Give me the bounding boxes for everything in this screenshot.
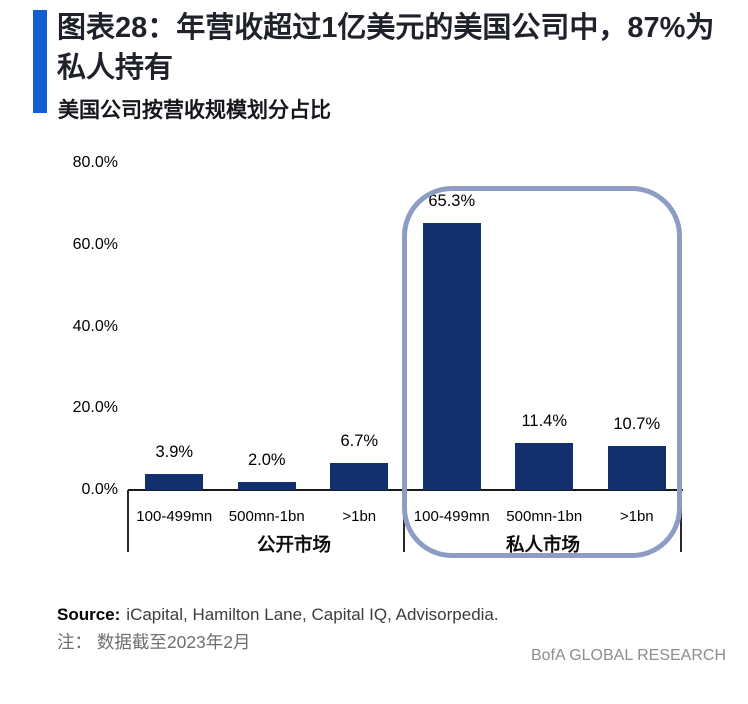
y-axis-tick-label: 80.0% [72,154,118,172]
bar [607,446,666,490]
figure-title-line1: 图表28：年营收超过1亿美元的美国公司中，87%为 [57,12,715,44]
group-label: 公开市场 [256,534,331,555]
note-text: 注： 数据截至2023年2月 [57,632,251,652]
source-text: iCapital, Hamilton Lane, Capital IQ, Adv… [126,605,499,624]
y-axis-tick-label: 40.0% [72,317,118,335]
y-axis-tick-label: 0.0% [81,481,118,498]
bar-value-label: 2.0% [247,451,286,469]
bar-value-label: 11.4% [521,412,568,430]
category-label: 100-499mn [136,508,213,525]
y-axis-tick-label: 20.0% [72,399,118,417]
brand-text: BofA GLOBAL RESEARCH [530,647,726,664]
bar [145,474,204,490]
bar [515,443,574,490]
bar-value-label: 10.7% [613,415,661,433]
bar [237,482,296,490]
category-label: 500mn-1bn [228,508,305,525]
source-label: Source: [57,605,121,624]
axis-tick-line [680,490,682,552]
category-label: 500mn-1bn [506,508,583,525]
figure-title: 图表28：年营收超过1亿美元的美国公司中，87%为 私人持有 [57,8,717,88]
y-axis-tick-label: 60.0% [72,235,118,253]
bar-value-label: 6.7% [340,432,379,450]
bar-value-label: 3.9% [155,443,194,461]
figure-title-line2: 私人持有 [57,52,174,84]
category-label: >1bn [342,508,377,525]
highlight-box [402,186,682,558]
source-line: Source: iCapital, Hamilton Lane, Capital … [57,605,499,625]
figure-subtitle: 美国公司按营收规模划分占比 [58,99,331,122]
bar [330,463,389,490]
accent-bar [33,10,47,113]
group-label: 私人市场 [505,534,580,555]
bar [422,223,481,490]
axis-tick-line [127,490,129,552]
